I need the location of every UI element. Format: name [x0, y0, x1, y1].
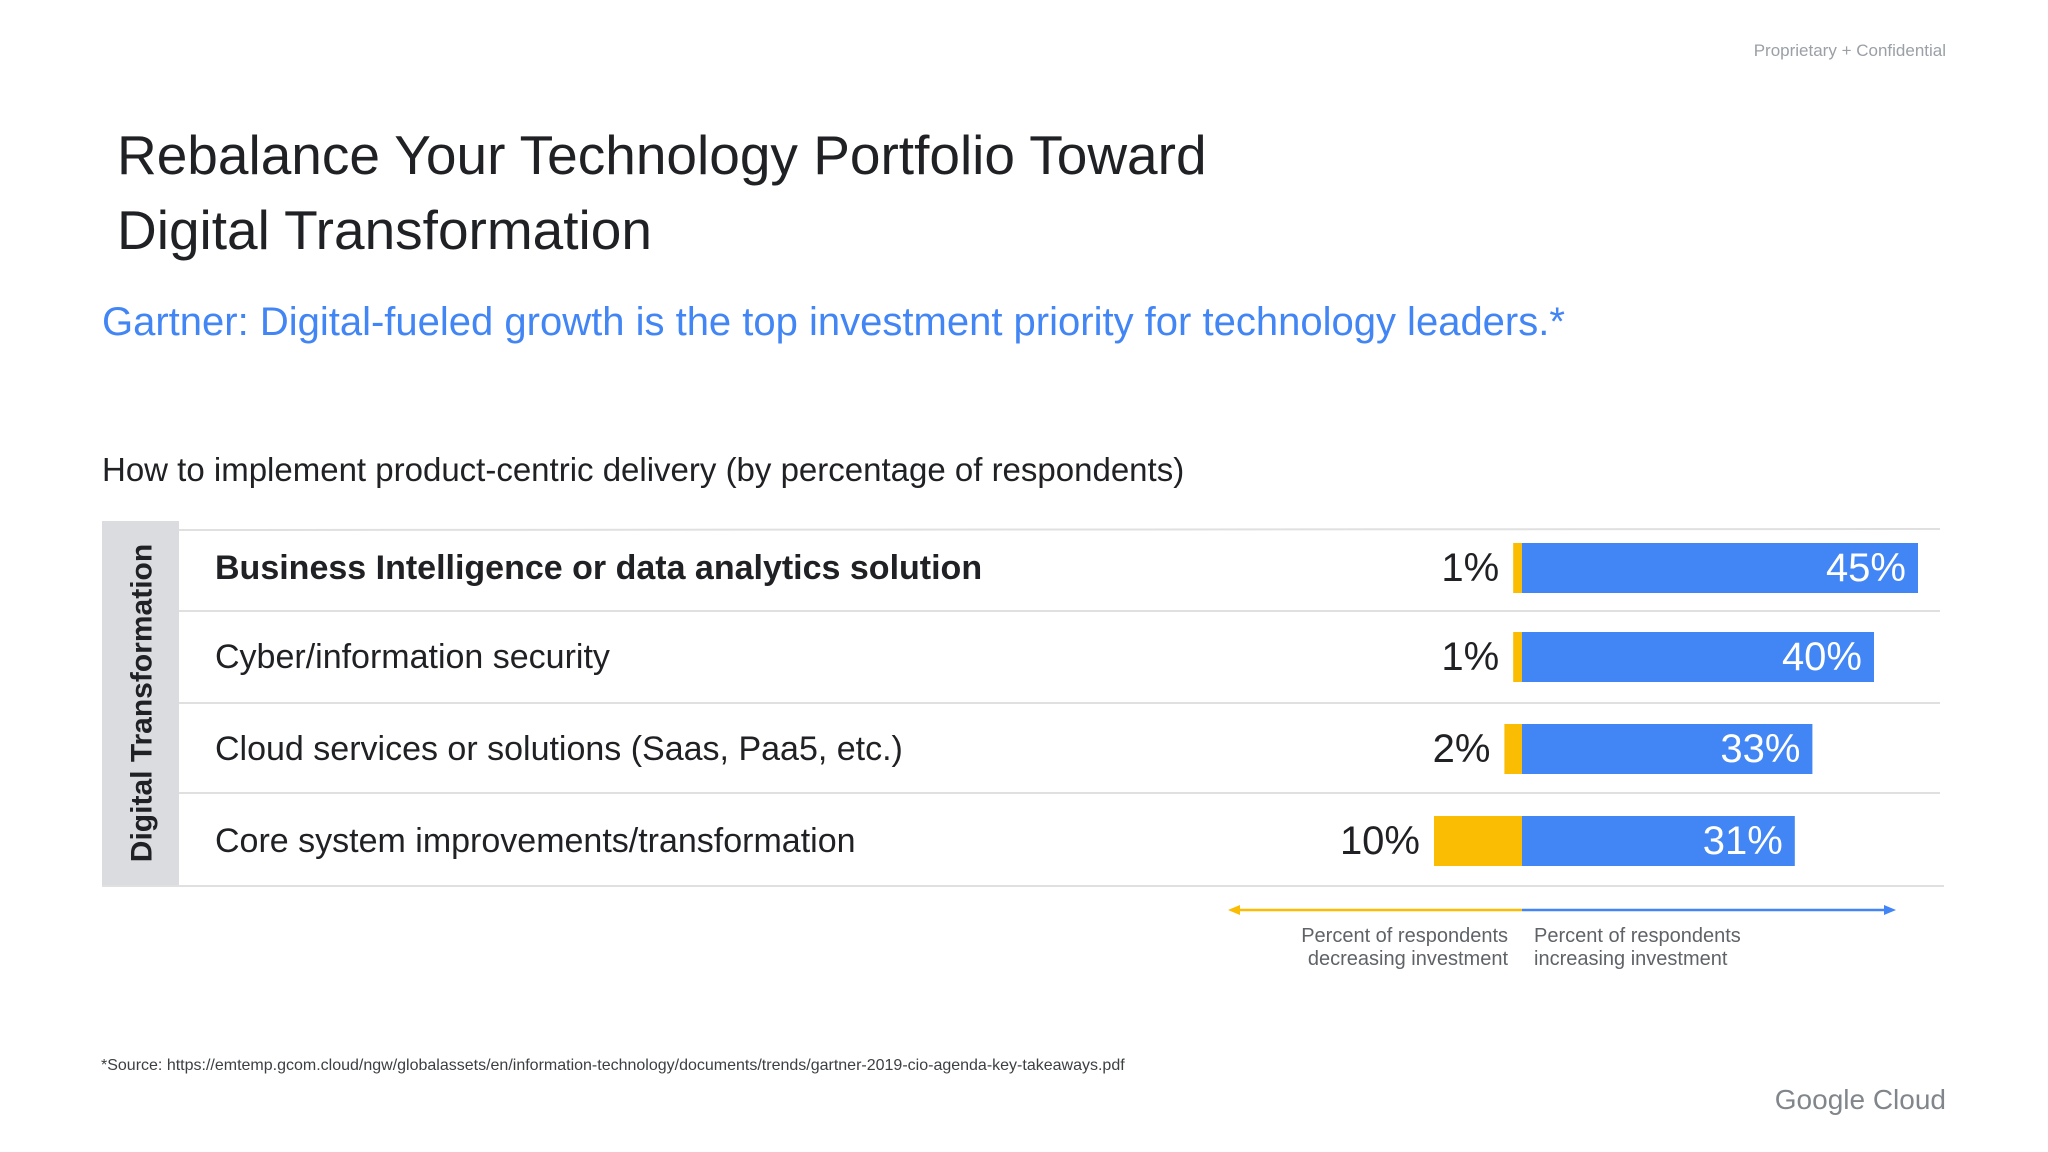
decrease-legend-line2: decreasing investment	[1308, 948, 1509, 970]
increase-bar	[1522, 724, 1813, 774]
title-line-1: Rebalance Your Technology Portfolio Towa…	[117, 124, 1207, 186]
chart-area: Digital Transformation Business Intellige…	[102, 521, 1944, 887]
source-footnote: *Source: https://emtemp.gcom.cloud/ngw/g…	[101, 1057, 1125, 1074]
increase-bar	[1522, 816, 1795, 866]
increase-arrowhead-icon	[1884, 905, 1896, 915]
increase-value-label: 31%	[1703, 819, 1783, 863]
page-title: Rebalance Your Technology Portfolio Towa…	[117, 118, 1207, 268]
decrease-legend-line1: Percent of respondents	[1301, 925, 1508, 947]
decrease-bar	[1434, 816, 1522, 866]
decrease-bar	[1504, 724, 1522, 774]
increase-value-label: 45%	[1826, 546, 1906, 590]
increase-bar	[1522, 632, 1874, 682]
bar-chart: Digital Transformation Business Intellige…	[102, 521, 1944, 887]
category-label: Business Intelligence or data analytics …	[215, 549, 982, 587]
decrease-value-label: 1%	[1441, 546, 1499, 590]
category-band	[102, 521, 179, 886]
increase-value-label: 40%	[1782, 635, 1862, 679]
chart-title: How to implement product-centric deliver…	[102, 451, 1185, 488]
increase-legend-line2: increasing investment	[1534, 948, 1728, 970]
decrease-arrowhead-icon	[1228, 905, 1240, 915]
decrease-bar	[1513, 543, 1522, 593]
category-label: Cloud services or solutions (Saas, Paa5,…	[215, 730, 903, 768]
title-line-2: Digital Transformation	[117, 199, 652, 261]
increase-value-label: 33%	[1720, 727, 1800, 771]
increase-legend-line1: Percent of respondents	[1534, 925, 1741, 947]
google-cloud-logo: Google Cloud	[1774, 1084, 1946, 1115]
increase-bar	[1522, 543, 1918, 593]
category-label: Cyber/information security	[215, 638, 610, 676]
page-subtitle: Gartner: Digital-fueled growth is the to…	[102, 300, 1565, 344]
confidential-label: Proprietary + Confidential	[1753, 41, 1946, 60]
category-group-label: Digital Transformation	[126, 544, 159, 862]
decrease-value-label: 2%	[1433, 727, 1491, 771]
decrease-value-label: 1%	[1441, 635, 1499, 679]
decrease-value-label: 10%	[1340, 819, 1420, 863]
table-top-rule	[178, 528, 1941, 531]
category-label: Core system improvements/transformation	[215, 822, 856, 860]
decrease-bar	[1513, 632, 1522, 682]
